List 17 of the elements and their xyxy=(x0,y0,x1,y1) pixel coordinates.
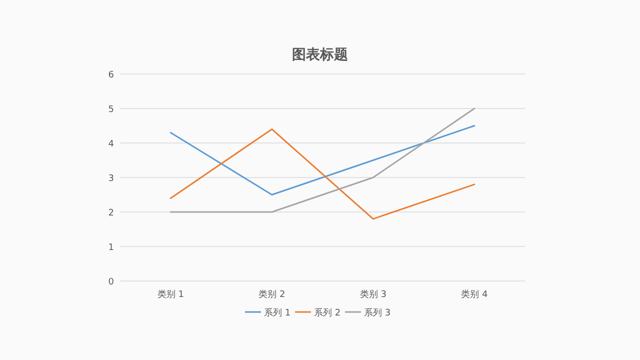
line-series xyxy=(170,125,476,196)
legend-label: 系列 2 xyxy=(314,308,341,318)
y-tick-label: 4 xyxy=(108,140,114,150)
x-tick-label: 类别 4 xyxy=(461,289,488,300)
y-tick-label: 3 xyxy=(108,174,114,184)
y-tick-label: 5 xyxy=(108,105,114,115)
x-tick-label: 类别 3 xyxy=(360,289,386,300)
y-tick-label: 6 xyxy=(108,70,114,80)
legend-label: 系列 1 xyxy=(264,308,291,318)
line-series xyxy=(170,128,476,220)
chart-title: 图表标题 xyxy=(292,47,348,63)
y-tick-label: 0 xyxy=(108,278,114,288)
y-tick-label: 2 xyxy=(108,208,114,218)
y-tick-label: 1 xyxy=(108,243,114,253)
x-tick-label: 类别 1 xyxy=(157,289,184,300)
legend-label: 系列 3 xyxy=(364,308,391,318)
x-tick-label: 类别 2 xyxy=(258,289,286,300)
